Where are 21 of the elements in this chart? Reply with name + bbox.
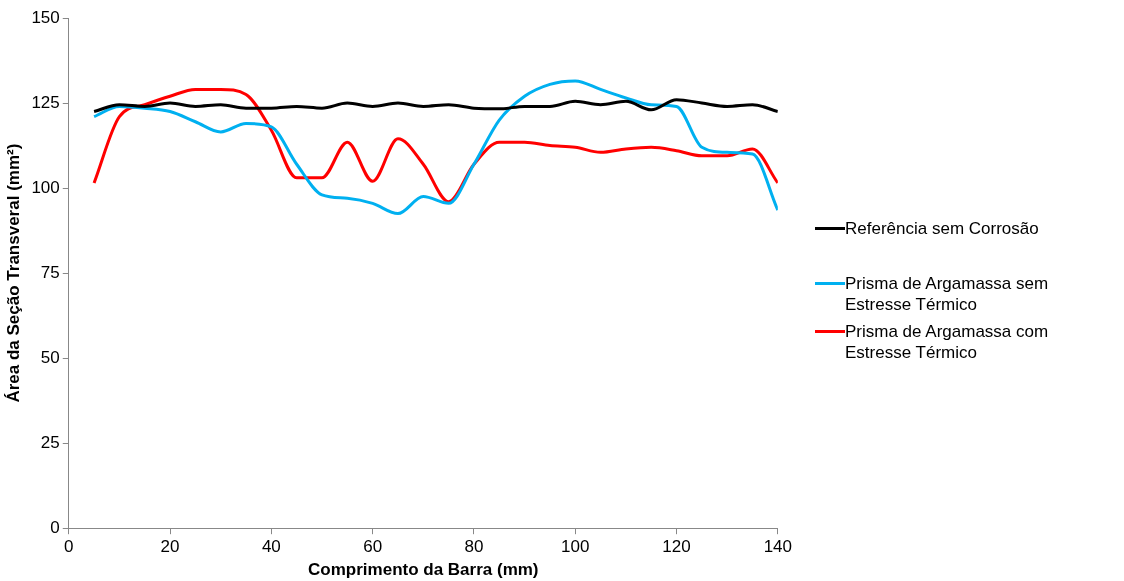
legend-label: Prisma de Argamassa com Estresse Térmico	[845, 321, 1050, 363]
x-tick-label: 80	[464, 537, 484, 557]
x-tick-label: 60	[363, 537, 383, 557]
y-tick-label: 50	[40, 347, 60, 367]
y-tick-label: 125	[31, 92, 60, 112]
y-tick-label: 25	[40, 432, 60, 452]
x-tick-label: 100	[561, 537, 590, 557]
line-series	[92, 98, 778, 114]
x-tick-label: 20	[160, 537, 180, 557]
x-tick-label: 0	[64, 537, 74, 557]
y-tick-label: 0	[50, 517, 60, 537]
x-axis-title: Comprimento da Barra (mm)	[308, 560, 539, 580]
y-tick-label: 75	[40, 262, 60, 282]
x-tick-label: 40	[261, 537, 281, 557]
y-tick-label: 150	[31, 7, 60, 27]
legend-label: Referência sem Corrosão	[845, 218, 1040, 239]
x-tick-label: 140	[763, 537, 793, 557]
y-tick-label: 100	[31, 177, 60, 197]
legend-label: Prisma de Argamassa sem Estresse Térmico	[845, 273, 1050, 315]
x-tick-label: 120	[662, 537, 691, 557]
y-axis-title: Área da Seção Transveral (mm²)	[3, 143, 23, 403]
